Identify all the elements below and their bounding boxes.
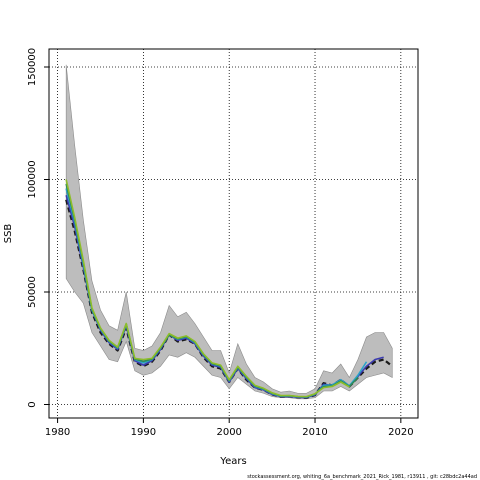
x-tick-label-3: 2010: [302, 427, 327, 438]
y-tick-label-1: 50000: [27, 276, 38, 308]
y-tick-label-2: 100000: [27, 160, 38, 198]
footer-text: stockassessment.org, whiting_6a_benchmar…: [247, 474, 477, 480]
series-line-4: [65, 179, 350, 398]
y-axis: 0 50000 100000 150000: [27, 48, 49, 408]
x-axis: 1980 1990 2000 2010 2020: [45, 418, 414, 438]
series-lines: [65, 179, 393, 399]
y-tick-label-0: 0: [27, 401, 38, 407]
x-tick-label-1: 1990: [131, 427, 156, 438]
x-tick-label-0: 1980: [45, 427, 70, 438]
confidence-band-area: [65, 64, 393, 400]
plot-frame: [48, 48, 419, 419]
x-tick-label-4: 2020: [388, 427, 413, 438]
x-axis-title: Years: [219, 456, 246, 467]
x-tick-label-2: 2000: [216, 427, 241, 438]
y-tick-label-3: 150000: [27, 48, 38, 86]
y-axis-title: SSB: [3, 224, 14, 244]
confidence-band: [65, 64, 393, 400]
